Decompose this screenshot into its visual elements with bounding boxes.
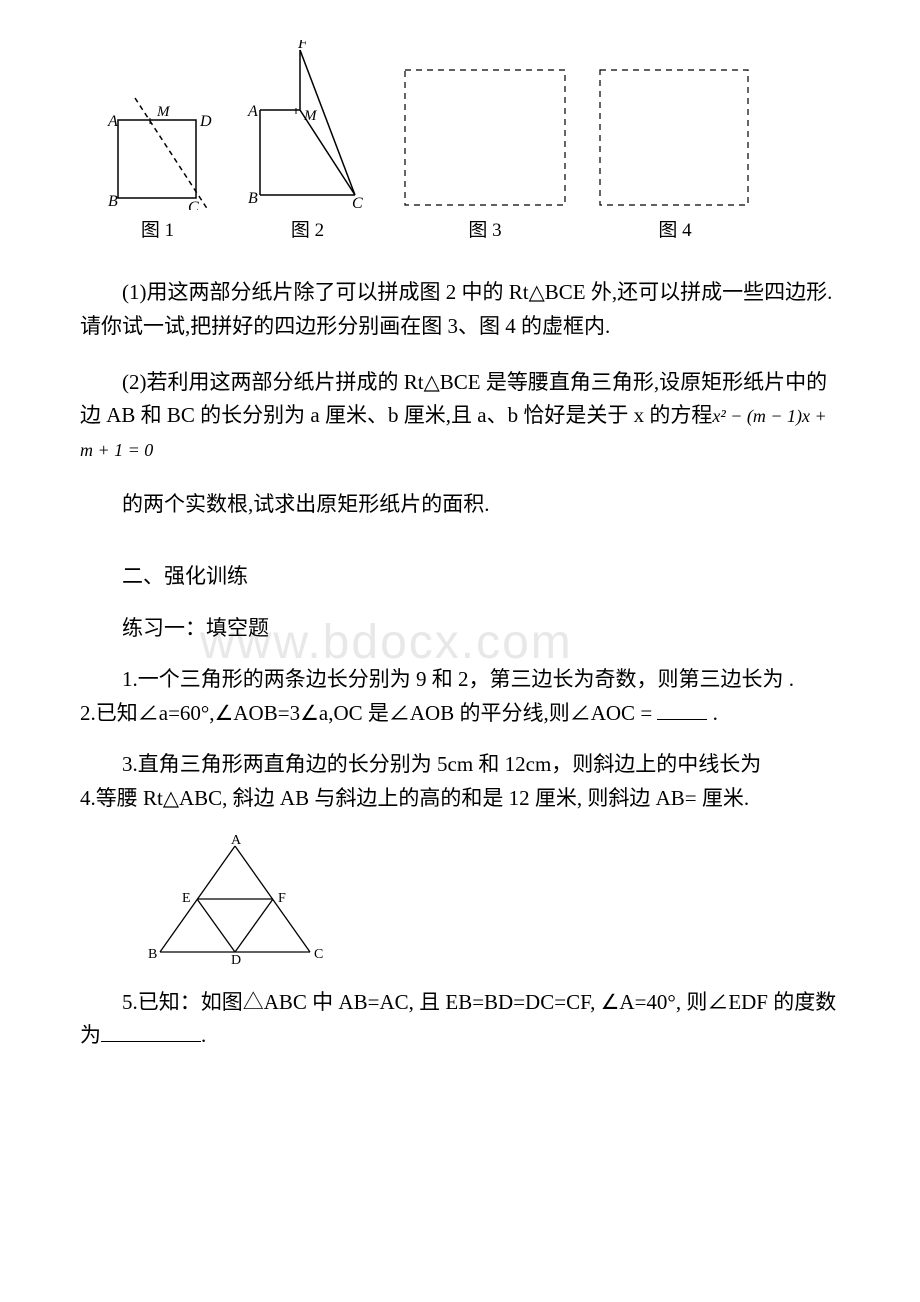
figure-2: A B C F M 图 2 bbox=[240, 40, 375, 246]
figure-3-svg bbox=[400, 65, 570, 210]
question-1-block: 1.一个三角形的两条边长分别为 9 和 2，第三边长为奇数，则第三边长为 . 2… bbox=[80, 663, 840, 730]
q2-blank bbox=[657, 699, 707, 720]
paragraph-2: (2)若利用这两部分纸片拼成的 Rt△BCE 是等腰直角三角形,设原矩形纸片中的… bbox=[80, 366, 840, 467]
question-2: 2.已知∠a=60°,∠AOB=3∠a,OC 是∠AOB 的平分线,则∠AOC … bbox=[80, 697, 840, 731]
paragraph-2-suffix: 的两个实数根,试求出原矩形纸片的面积. bbox=[80, 488, 840, 522]
document-content: A B C D M 图 1 A B C F bbox=[80, 40, 840, 1053]
q2-prefix: 2.已知∠a=60°,∠AOB=3∠a,OC 是∠AOB 的平分线,则∠AOC … bbox=[80, 701, 657, 725]
tri-F: F bbox=[278, 891, 286, 906]
fig2-F: F bbox=[297, 40, 308, 52]
triangle-svg: A B C D E F bbox=[140, 834, 330, 964]
question-3-block: 3.直角三角形两直角边的长分别为 5cm 和 12cm，则斜边上的中线长为 4.… bbox=[80, 748, 840, 815]
fig1-B: B bbox=[108, 193, 118, 210]
question-3: 3.直角三角形两直角边的长分别为 5cm 和 12cm，则斜边上的中线长为 bbox=[80, 748, 840, 782]
q5-blank bbox=[101, 1021, 201, 1042]
triangle-figure: A B C D E F bbox=[140, 834, 840, 964]
fig1-M: M bbox=[156, 104, 171, 120]
section-2-heading: 二、强化训练 bbox=[80, 560, 840, 594]
practice-1-heading: 练习一：填空题 bbox=[80, 612, 840, 646]
figure-1: A B C D M 图 1 bbox=[100, 60, 215, 246]
q2-suffix: . bbox=[707, 701, 718, 725]
q5-suffix: . bbox=[201, 1023, 206, 1047]
figure-2-svg: A B C F M bbox=[240, 40, 375, 210]
tri-D: D bbox=[231, 953, 241, 964]
paragraph-1: (1)用这两部分纸片除了可以拼成图 2 中的 Rt△BCE 外,还可以拼成一些四… bbox=[80, 276, 840, 343]
figure-1-label: 图 1 bbox=[141, 216, 174, 246]
fig2-B: B bbox=[248, 190, 258, 207]
figure-4-label: 图 4 bbox=[658, 216, 691, 246]
tri-E: E bbox=[182, 891, 191, 906]
fig2-A: A bbox=[247, 103, 258, 120]
figures-row: A B C D M 图 1 A B C F bbox=[80, 40, 840, 246]
fig2-M: M bbox=[303, 108, 318, 124]
question-1: 1.一个三角形的两条边长分别为 9 和 2，第三边长为奇数，则第三边长为 . bbox=[80, 663, 840, 697]
figure-2-label: 图 2 bbox=[291, 216, 324, 246]
tri-A: A bbox=[231, 834, 242, 848]
fig2-C: C bbox=[352, 195, 363, 210]
fig1-C: C bbox=[188, 199, 199, 210]
figure-4: 图 4 bbox=[595, 65, 755, 246]
question-4: 4.等腰 Rt△ABC, 斜边 AB 与斜边上的高的和是 12 厘米, 则斜边 … bbox=[80, 782, 840, 816]
fig1-A: A bbox=[107, 113, 118, 130]
figure-3: 图 3 bbox=[400, 65, 570, 246]
figure-1-svg: A B C D M bbox=[100, 60, 215, 210]
tri-C: C bbox=[314, 947, 323, 962]
question-5: 5.已知：如图△ABC 中 AB=AC, 且 EB=BD=DC=CF, ∠A=4… bbox=[80, 986, 840, 1053]
figure-4-svg bbox=[595, 65, 755, 210]
fig1-D: D bbox=[199, 113, 212, 130]
tri-B: B bbox=[148, 947, 157, 962]
figure-3-label: 图 3 bbox=[468, 216, 501, 246]
